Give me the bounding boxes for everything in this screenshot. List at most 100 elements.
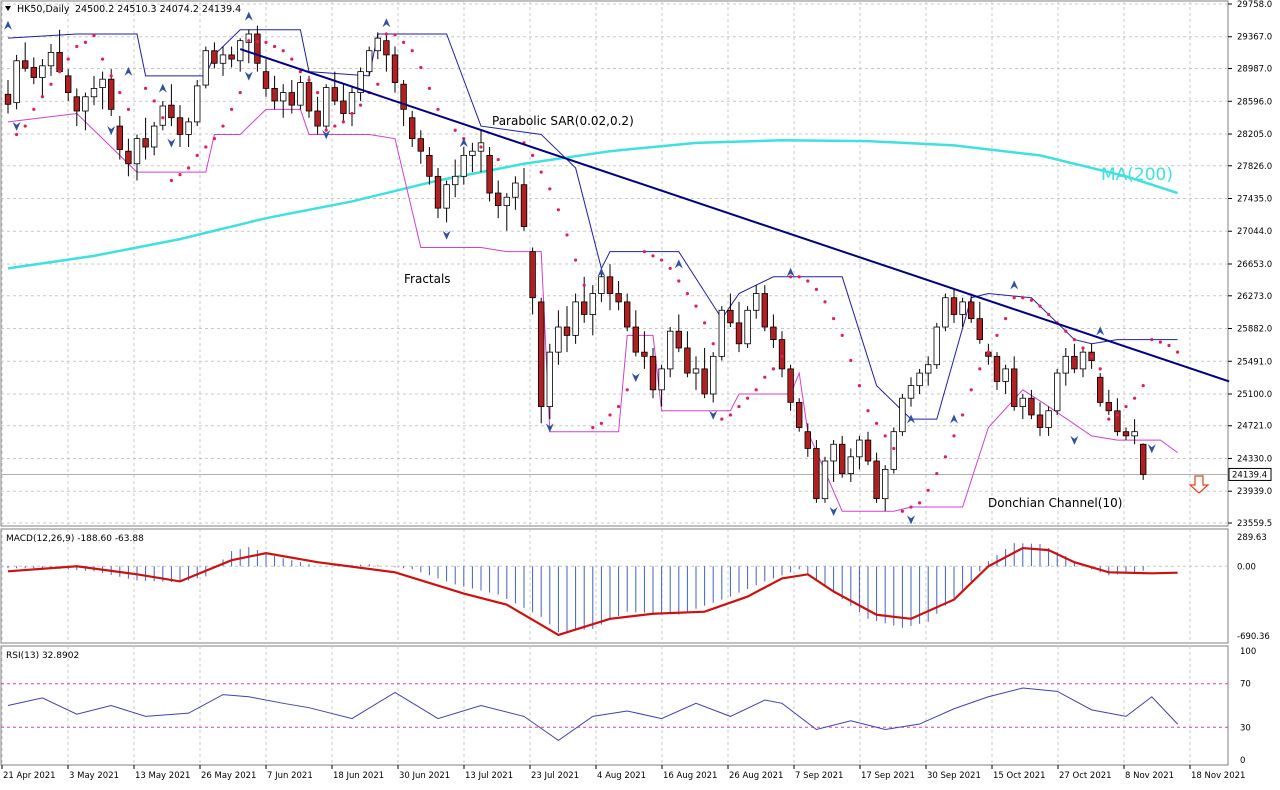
header-dropdown-icon[interactable] <box>5 6 11 11</box>
date-tick-label: 7 Sep 2021 <box>795 771 843 781</box>
candle <box>976 301 983 344</box>
sar-annotation: Parabolic SAR(0.02,0.2) <box>492 114 634 128</box>
sar-dot <box>479 145 483 149</box>
sar-dot <box>290 57 294 61</box>
sar-dot <box>754 388 758 392</box>
sar-dot <box>1133 396 1137 400</box>
sar-dot <box>212 137 216 141</box>
candle-body <box>391 54 399 83</box>
candle <box>1105 389 1112 415</box>
candle-body <box>374 37 381 52</box>
price-tick-label: 25491.0 <box>1237 357 1272 367</box>
candle-body <box>108 78 115 110</box>
candle <box>968 293 975 323</box>
candle <box>408 111 416 148</box>
candle <box>469 142 476 173</box>
candle-body <box>512 182 519 198</box>
candle-body <box>1071 355 1078 370</box>
candle-body <box>624 301 631 328</box>
candle-body <box>546 351 553 407</box>
candle <box>1140 443 1147 480</box>
sar-dot <box>651 254 655 258</box>
sar-dot <box>617 404 621 409</box>
candle-body <box>168 104 175 119</box>
sar-dot <box>883 434 887 438</box>
candle-body <box>443 184 450 209</box>
candle <box>710 352 717 403</box>
candle-body <box>90 87 98 98</box>
candle-body <box>847 456 854 474</box>
sar-dot <box>453 128 457 132</box>
sar-dot <box>771 367 776 371</box>
candle-body <box>864 439 872 462</box>
candle <box>864 431 872 466</box>
candle <box>942 293 949 332</box>
fractal-up-icon <box>674 259 683 269</box>
sar-dot <box>427 86 431 90</box>
candle-body <box>632 326 639 353</box>
candle-body <box>348 92 356 114</box>
macd-signal-line <box>7 546 1178 637</box>
sar-dot <box>789 275 793 279</box>
sar-dot <box>350 111 354 116</box>
price-tick-label: 28205.0 <box>1237 130 1272 140</box>
sar-dot <box>539 170 543 174</box>
date-tick-label: 17 Sep 2021 <box>861 771 915 781</box>
candle-body <box>839 443 846 474</box>
macd-tick-label: 289.63 <box>1237 533 1267 543</box>
sar-dot <box>32 107 36 111</box>
sar-dot <box>92 34 96 38</box>
sar-dot <box>393 33 397 37</box>
candle-body <box>830 443 837 462</box>
candle-body <box>314 110 321 127</box>
sar-dot <box>333 124 337 128</box>
candle-body <box>727 309 734 324</box>
candle <box>847 448 854 482</box>
sar-dot <box>625 388 629 392</box>
price-tick-label: 29758.0 <box>1237 0 1272 10</box>
sar-dot <box>281 49 285 53</box>
candle <box>589 285 596 336</box>
candle <box>1028 389 1035 420</box>
trendline-layer <box>239 48 1230 383</box>
rsi-tick-label: 30 <box>1240 723 1251 733</box>
candle <box>193 80 201 127</box>
sar-dot <box>195 153 199 157</box>
fractal-down-icon <box>545 423 554 433</box>
candle-body <box>211 50 218 64</box>
sar-dot <box>230 107 234 111</box>
date-tick-label: 18 Jun 2021 <box>333 771 384 781</box>
macd-tick-label: 0.00 <box>1237 562 1256 572</box>
candle-body <box>47 51 55 67</box>
candle-body <box>245 33 252 43</box>
sar-dot <box>1090 354 1094 358</box>
sar-dot <box>496 157 500 162</box>
candle-body <box>925 364 932 374</box>
sar-dot <box>1098 367 1102 371</box>
fractal-up-icon <box>1096 326 1105 336</box>
candle-body <box>1131 431 1138 437</box>
fractal-down-icon <box>1070 435 1079 445</box>
sar-dot <box>832 317 836 321</box>
candle <box>288 80 295 114</box>
sar-dot <box>1004 317 1008 321</box>
sar-dot <box>187 166 191 170</box>
candle <box>503 193 510 231</box>
sar-dot <box>694 304 698 308</box>
candle <box>658 364 665 407</box>
candle <box>391 46 399 93</box>
candle-body <box>451 175 459 186</box>
candle-body <box>649 355 657 391</box>
candle <box>133 134 141 181</box>
candle-body <box>1045 410 1052 428</box>
candle <box>1097 373 1104 407</box>
candle <box>39 59 46 97</box>
candle <box>116 116 123 160</box>
sar-dot <box>909 505 913 509</box>
candle <box>159 100 166 131</box>
sar-dot <box>273 44 277 49</box>
candle-body <box>890 431 897 470</box>
fractal-up-icon <box>4 20 12 30</box>
price-tick-label: 23559.5 <box>1237 519 1272 529</box>
